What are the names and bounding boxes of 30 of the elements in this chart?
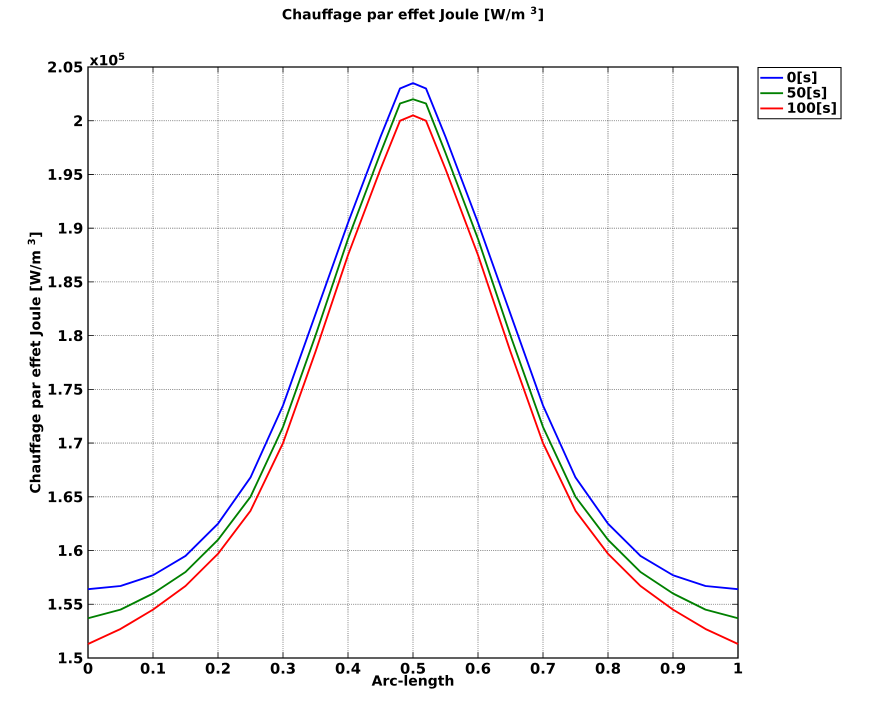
x-tick-label: 1 <box>734 662 742 674</box>
y-tick-label: 1.7 <box>58 438 82 448</box>
chart-title: Chauffage par effet Joule [W/m $^{3}$] <box>282 6 543 22</box>
x-tick-label: 0.5 <box>400 662 425 674</box>
y-tick-label: 1.85 <box>48 276 82 288</box>
y-tick-label: 1.65 <box>48 491 82 502</box>
x-tick-label: 0.4 <box>336 662 360 674</box>
y-tick-label: 2.05 <box>48 61 82 73</box>
x-tick-label: 0.2 <box>206 662 230 674</box>
legend-label: 100[s] <box>788 102 836 115</box>
x-tick-label: 0.9 <box>660 662 686 674</box>
y-tick-label: 1.5 <box>58 652 82 664</box>
x-tick-label: 0.8 <box>596 662 620 674</box>
x-tick-label: 0.3 <box>270 662 295 674</box>
y-tick-label: 1.8 <box>58 330 82 342</box>
x-axis-title: Arc-length <box>372 674 454 689</box>
x-tick-label: 0.1 <box>140 662 165 674</box>
y-tick-label: 1.95 <box>48 168 82 180</box>
legend-label: 0[s] <box>787 72 816 84</box>
x-tick-label: 0.6 <box>466 662 490 674</box>
y-tick-label: 1.75 <box>48 384 82 395</box>
legend-label: 50[s] <box>788 86 826 100</box>
y-tick-label: 1.6 <box>58 544 83 556</box>
y-axis-title: Chauffage par effet Joule [W/m $^{3}$] <box>28 232 44 493</box>
y-tick-label: 1.9 <box>58 222 82 234</box>
x-tick-label: 0.7 <box>530 662 555 674</box>
y-tick-label: 2 <box>74 115 82 126</box>
x-tick-label: 0 <box>84 662 92 674</box>
text: x10$^{5}$ <box>90 52 124 66</box>
y-tick-label: 1.55 <box>48 598 82 610</box>
